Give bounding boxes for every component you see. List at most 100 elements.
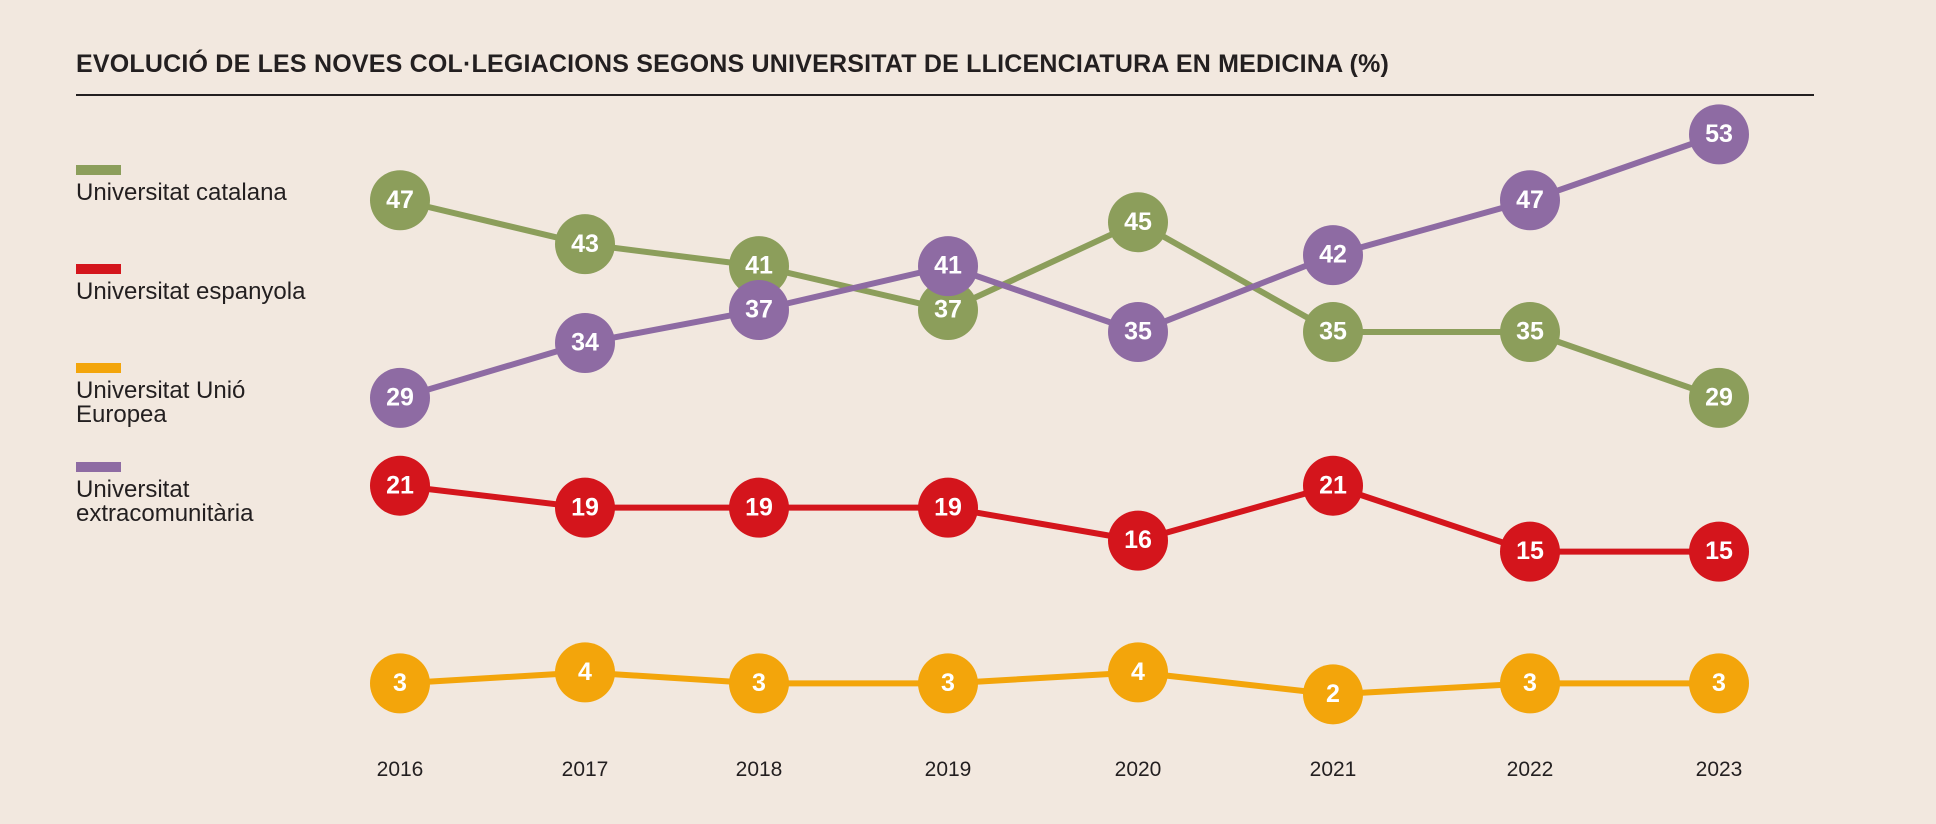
data-label: 3 — [752, 669, 766, 697]
data-point: 35 — [1303, 302, 1363, 362]
data-point: 35 — [1108, 302, 1168, 362]
data-point-marker — [1500, 302, 1560, 362]
data-point: 21 — [1303, 455, 1363, 516]
legend-item-espanyola: Universitat espanyola — [76, 264, 336, 363]
data-point-marker — [370, 653, 430, 714]
data-point-marker — [729, 653, 789, 714]
data-point-marker — [1500, 653, 1560, 714]
data-point: 43 — [555, 214, 615, 275]
data-point-marker — [1303, 664, 1363, 725]
data-label: 35 — [1319, 318, 1347, 346]
data-label: 34 — [571, 329, 599, 357]
data-point-marker — [1689, 653, 1749, 714]
data-point: 35 — [1500, 302, 1560, 362]
data-point: 41 — [918, 236, 978, 297]
data-label: 3 — [1523, 669, 1537, 697]
data-point: 15 — [1689, 521, 1749, 582]
data-point-marker — [555, 642, 615, 703]
x-tick-label: 2019 — [925, 758, 972, 781]
data-point: 47 — [370, 170, 430, 231]
data-point-marker — [370, 170, 430, 231]
data-point-marker — [729, 236, 789, 297]
x-tick-label: 2018 — [736, 758, 783, 781]
x-tick-label: 2023 — [1696, 758, 1743, 781]
legend-item-unio-europea: Universitat Unió Europea — [76, 363, 336, 462]
data-point-marker — [1689, 367, 1749, 428]
data-point-marker — [370, 367, 430, 428]
data-point-marker — [1689, 521, 1749, 582]
data-label: 3 — [941, 669, 955, 697]
legend-item-catalana: Universitat catalana — [76, 165, 336, 264]
data-point-marker — [1108, 642, 1168, 703]
data-point: 41 — [729, 236, 789, 297]
data-label: 19 — [745, 493, 773, 521]
data-point: 3 — [1689, 653, 1749, 714]
data-label: 29 — [1705, 383, 1733, 411]
data-point-marker — [555, 214, 615, 275]
data-point-marker — [1303, 455, 1363, 516]
data-point-marker — [729, 280, 789, 341]
data-label: 47 — [1516, 186, 1544, 214]
data-label: 15 — [1705, 537, 1733, 565]
data-point: 34 — [555, 312, 615, 373]
data-label: 19 — [934, 493, 962, 521]
legend-label: Universitat espanyola — [76, 278, 306, 305]
data-label: 43 — [571, 230, 599, 258]
data-label: 4 — [578, 658, 592, 686]
data-label: 37 — [934, 296, 962, 324]
x-axis: 2016 2017 2018 2019 2020 2021 2022 2023 — [377, 758, 1743, 781]
data-point-marker — [1689, 104, 1749, 165]
data-point-marker — [1500, 170, 1560, 231]
data-label: 35 — [1516, 318, 1544, 346]
x-tick-label: 2020 — [1115, 758, 1162, 781]
data-point: 3 — [370, 653, 430, 714]
legend-label: Universitat catalana — [76, 179, 287, 206]
chart-title: EVOLUCIÓ DE LES NOVES COL·LEGIACIONS SEG… — [76, 50, 1390, 78]
data-point: 29 — [370, 367, 430, 428]
legend-swatch — [76, 462, 121, 472]
data-label: 15 — [1516, 537, 1544, 565]
data-point-marker — [370, 455, 430, 516]
data-label: 3 — [393, 669, 407, 697]
data-point: 3 — [1500, 653, 1560, 714]
legend-swatch — [76, 165, 121, 175]
data-point: 19 — [729, 477, 789, 538]
data-point-marker — [555, 477, 615, 538]
data-point: 37 — [729, 280, 789, 341]
x-tick-label: 2017 — [562, 758, 609, 781]
data-point: 4 — [555, 642, 615, 703]
data-point: 3 — [918, 653, 978, 714]
data-point: 21 — [370, 455, 430, 516]
data-point: 37 — [918, 280, 978, 341]
data-point-marker — [918, 236, 978, 297]
x-tick-label: 2022 — [1507, 758, 1554, 781]
data-label: 53 — [1705, 120, 1733, 148]
data-label: 4 — [1131, 658, 1145, 686]
data-label: 3 — [1712, 669, 1726, 697]
data-point: 42 — [1303, 225, 1363, 286]
data-point: 15 — [1500, 521, 1560, 582]
data-point-marker — [1108, 302, 1168, 362]
data-label: 21 — [1319, 471, 1347, 499]
data-label: 41 — [934, 252, 962, 280]
data-point: 2 — [1303, 664, 1363, 725]
data-label: 41 — [745, 252, 773, 280]
data-label: 47 — [386, 186, 414, 214]
data-point-marker — [729, 477, 789, 538]
data-label: 16 — [1124, 526, 1152, 554]
data-point: 19 — [555, 477, 615, 538]
data-label: 29 — [386, 383, 414, 411]
data-point-marker — [918, 653, 978, 714]
data-point-marker — [1303, 302, 1363, 362]
data-point: 4 — [1108, 642, 1168, 703]
data-point: 16 — [1108, 510, 1168, 571]
legend-label: Universitat extracomunitària — [76, 476, 254, 527]
legend-swatch — [76, 264, 121, 274]
data-point: 3 — [729, 653, 789, 714]
data-point: 47 — [1500, 170, 1560, 231]
legend-item-extracomunitaria: Universitat extracomunitària — [76, 462, 336, 561]
data-label: 19 — [571, 493, 599, 521]
data-point-marker — [1500, 521, 1560, 582]
